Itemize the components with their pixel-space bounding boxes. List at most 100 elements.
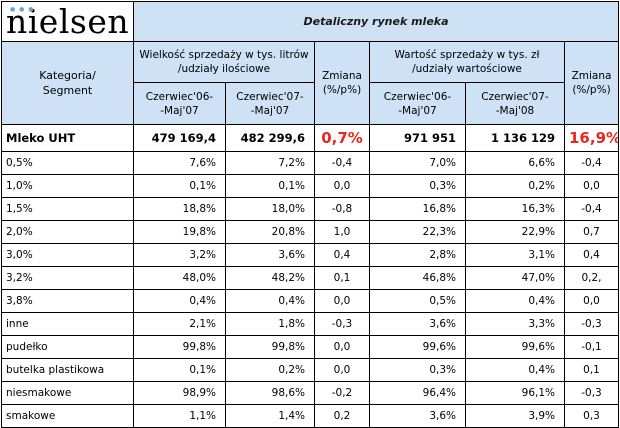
value-group-label: Wartość sprzedaży w tys. zł /udziały war… (394, 49, 540, 75)
nielsen-logo: ● ● ● nielsen (3, 1, 133, 41)
value-change: 0,0 (564, 289, 619, 313)
volume-share-1: 2,1% (133, 312, 226, 336)
value-share-2: 0,4% (465, 358, 565, 382)
volume-change: 0,1 (314, 266, 370, 290)
row-label: butelka plastikowa (1, 358, 134, 382)
volume-share-2: 99,8% (225, 335, 315, 359)
value-change: 0,4 (564, 243, 619, 267)
value-change: -0,3 (564, 381, 619, 405)
volume-share-2: 1,4% (225, 404, 315, 428)
value-change: 0,0 (564, 174, 619, 198)
row-label: 3,2% (1, 266, 134, 290)
volume-change: -0,4 (314, 151, 370, 175)
value-share-1: 99,6% (369, 335, 466, 359)
row-label: pudełko (1, 335, 134, 359)
period-value-1: Czerwiec'06- -Maj'07 (369, 82, 466, 125)
table-row: 2,0% 19,8% 20,8% 1,0 22,3% 22,9% 0,7 (1, 220, 619, 244)
volume-share-1: 98,9% (133, 381, 226, 405)
table-row: 3,2% 48,0% 48,2% 0,1 46,8% 47,0% 0,2, (1, 266, 619, 290)
total-label: Mleko UHT (1, 124, 134, 152)
table-row: inne 2,1% 1,8% -0,3 3,6% 3,3% -0,3 (1, 312, 619, 336)
volume-share-1: 0,1% (133, 358, 226, 382)
value-share-2: 3,1% (465, 243, 565, 267)
table-row: 0,5% 7,6% 7,2% -0,4 7,0% 6,6% -0,4 (1, 151, 619, 175)
value-share-1: 46,8% (369, 266, 466, 290)
volume-change: -0,3 (314, 312, 370, 336)
volume-change-label: Zmiana (%/p%) (322, 70, 362, 96)
value-change: -0,1 (564, 335, 619, 359)
total-volume-2: 482 299,6 (225, 124, 315, 152)
total-row: Mleko UHT 479 169,4 482 299,6 0,7% 971 9… (1, 124, 619, 152)
volume-share-1: 18,8% (133, 197, 226, 221)
table-row: pudełko 99,8% 99,8% 0,0 99,6% 99,6% -0,1 (1, 335, 619, 359)
value-share-1: 96,4% (369, 381, 466, 405)
volume-change: 0,2 (314, 404, 370, 428)
value-change: -0,3 (564, 312, 619, 336)
table-row: 3,8% 0,4% 0,4% 0,0 0,5% 0,4% 0,0 (1, 289, 619, 313)
volume-change-header: Zmiana (%/p%) (314, 41, 370, 125)
logo-cell: ● ● ● nielsen (1, 1, 134, 42)
row-label: 1,5% (1, 197, 134, 221)
value-change: -0,4 (564, 197, 619, 221)
volume-change: 0,0 (314, 335, 370, 359)
value-share-2: 99,6% (465, 335, 565, 359)
value-share-1: 0,5% (369, 289, 466, 313)
volume-share-1: 7,6% (133, 151, 226, 175)
value-share-1: 3,6% (369, 404, 466, 428)
value-share-2: 47,0% (465, 266, 565, 290)
total-value-1: 971 951 (369, 124, 466, 152)
value-share-2: 3,9% (465, 404, 565, 428)
total-value-2: 1 136 129 (465, 124, 565, 152)
period-value-2: Czerwiec'07- -Maj'08 (465, 82, 565, 125)
value-share-2: 16,3% (465, 197, 565, 221)
volume-share-2: 0,2% (225, 358, 315, 382)
volume-change: 0,4 (314, 243, 370, 267)
volume-share-1: 48,0% (133, 266, 226, 290)
volume-share-2: 1,8% (225, 312, 315, 336)
volume-share-1: 0,1% (133, 174, 226, 198)
volume-group-header: Wielkość sprzedaży w tys. litrów /udział… (133, 41, 315, 83)
logo-dots-icon: ● ● ● (10, 5, 35, 13)
value-change: 0,1 (564, 358, 619, 382)
volume-group-label: Wielkość sprzedaży w tys. litrów /udział… (139, 49, 309, 75)
row-label: 0,5% (1, 151, 134, 175)
logo-text: nielsen (6, 1, 130, 41)
value-share-1: 0,3% (369, 358, 466, 382)
category-header: Kategoria/ Segment (1, 41, 134, 125)
total-value-change: 16,9% (564, 124, 619, 152)
volume-change: -0,8 (314, 197, 370, 221)
period-volume-1-label: Czerwiec'06- -Maj'07 (145, 90, 214, 117)
volume-share-2: 7,2% (225, 151, 315, 175)
value-change: -0,4 (564, 151, 619, 175)
value-change: 0,2, (564, 266, 619, 290)
row-label: inne (1, 312, 134, 336)
volume-share-2: 0,4% (225, 289, 315, 313)
volume-change: 1,0 (314, 220, 370, 244)
value-change-header: Zmiana (%/p%) (564, 41, 619, 125)
value-share-1: 3,6% (369, 312, 466, 336)
value-share-2: 0,2% (465, 174, 565, 198)
table-row: butelka plastikowa 0,1% 0,2% 0,0 0,3% 0,4% 0,1 (1, 358, 619, 382)
value-share-1: 16,8% (369, 197, 466, 221)
table-row: 1,0% 0,1% 0,1% 0,0 0,3% 0,2% 0,0 (1, 174, 619, 198)
volume-share-1: 19,8% (133, 220, 226, 244)
volume-share-1: 99,8% (133, 335, 226, 359)
value-share-1: 2,8% (369, 243, 466, 267)
volume-share-2: 98,6% (225, 381, 315, 405)
table-row: 1,5% 18,8% 18,0% -0,8 16,8% 16,3% -0,4 (1, 197, 619, 221)
volume-change: 0,0 (314, 358, 370, 382)
volume-share-2: 18,0% (225, 197, 315, 221)
row-label: 3,8% (1, 289, 134, 313)
value-change: 0,3 (564, 404, 619, 428)
value-share-2: 96,1% (465, 381, 565, 405)
volume-share-1: 1,1% (133, 404, 226, 428)
volume-share-1: 0,4% (133, 289, 226, 313)
table-row: 3,0% 3,2% 3,6% 0,4 2,8% 3,1% 0,4 (1, 243, 619, 267)
value-change-label: Zmiana (%/p%) (571, 70, 612, 96)
total-volume-change: 0,7% (314, 124, 370, 152)
volume-share-2: 20,8% (225, 220, 315, 244)
volume-share-2: 0,1% (225, 174, 315, 198)
table-row: smakowe 1,1% 1,4% 0,2 3,6% 3,9% 0,3 (1, 404, 619, 428)
volume-share-2: 3,6% (225, 243, 315, 267)
